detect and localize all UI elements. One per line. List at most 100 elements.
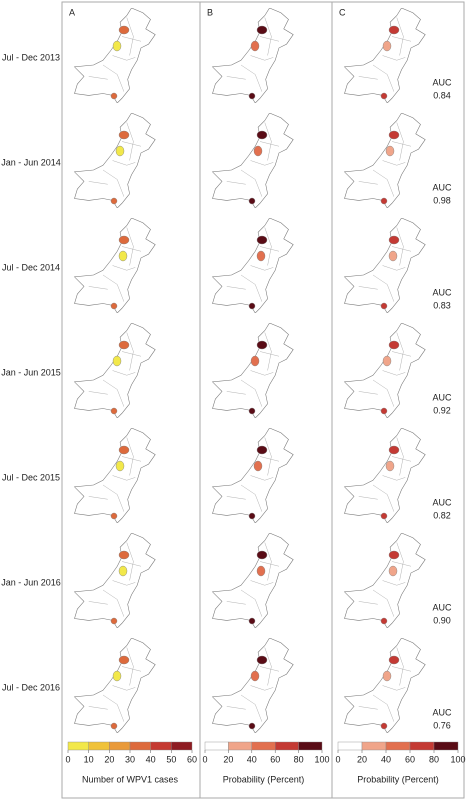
auc-value: 0.84	[433, 90, 451, 100]
district-highlight	[110, 92, 118, 100]
legend-tick-label: 60	[405, 754, 415, 764]
legend-tick-label: 0	[335, 754, 340, 764]
auc-value: 0.90	[433, 615, 451, 625]
legend-tick-label: 20	[357, 754, 367, 764]
legend-swatch	[129, 741, 151, 751]
district-map	[344, 638, 426, 733]
district-highlight	[388, 130, 400, 140]
legend-swatch	[228, 741, 252, 751]
district-map	[212, 323, 294, 418]
legend-tick-label: 0	[65, 754, 70, 764]
district-highlight	[256, 340, 268, 350]
legend-tick-label: 10	[84, 754, 94, 764]
legend-tick-label: 100	[450, 754, 465, 764]
legend-tick-label: 60	[187, 754, 197, 764]
district-highlight	[248, 407, 256, 415]
district-highlight	[388, 250, 398, 262]
district-highlight	[388, 25, 400, 35]
period-label: Jul - Dec 2015	[2, 472, 60, 482]
district-highlight	[382, 670, 392, 682]
auc-label: AUC	[432, 392, 452, 402]
legend-title: Number of WPV1 cases	[82, 774, 179, 784]
auc-label: AUC	[432, 707, 452, 717]
district-highlight	[385, 460, 395, 472]
district-map	[344, 113, 426, 208]
district-highlight	[382, 355, 392, 367]
district-highlight	[110, 197, 118, 205]
district-map	[344, 323, 426, 418]
auc-label: AUC	[432, 602, 452, 612]
auc-value: 0.82	[433, 510, 451, 520]
legend-tick-label: 20	[104, 754, 114, 764]
district-highlight	[112, 355, 122, 367]
panel-label: B	[207, 7, 213, 17]
legend-tick-label: 40	[146, 754, 156, 764]
district-highlight	[253, 460, 263, 472]
legend-tick-label: 0	[202, 754, 207, 764]
district-highlight	[118, 25, 130, 35]
legend-swatch	[67, 741, 89, 751]
district-map	[74, 428, 156, 523]
legend-swatch	[337, 741, 363, 751]
district-highlight	[248, 197, 256, 205]
district-map	[74, 638, 156, 733]
period-label: Jul - Dec 2013	[2, 52, 60, 62]
district-highlight	[380, 722, 388, 730]
district-highlight	[248, 722, 256, 730]
legend-tick-label: 60	[270, 754, 280, 764]
auc-label: AUC	[432, 77, 452, 87]
district-highlight	[112, 670, 122, 682]
district-highlight	[250, 40, 260, 52]
district-map	[74, 533, 156, 628]
district-map	[212, 8, 294, 103]
legend-title: Probability (Percent)	[357, 774, 439, 784]
district-map	[344, 218, 426, 313]
district-highlight	[388, 655, 400, 665]
district-highlight	[380, 197, 388, 205]
legend-swatch	[251, 741, 276, 751]
district-highlight	[110, 722, 118, 730]
legend-swatch	[361, 741, 387, 751]
district-highlight	[256, 250, 266, 262]
district-map	[344, 8, 426, 103]
district-highlight	[115, 145, 125, 157]
legend-tick-label: 80	[294, 754, 304, 764]
district-highlight	[110, 617, 118, 625]
period-label: Jan - Jun 2015	[1, 367, 61, 377]
district-highlight	[256, 655, 268, 665]
district-highlight	[256, 235, 268, 245]
legend-swatch	[109, 741, 131, 751]
auc-label: AUC	[432, 287, 452, 297]
legend-swatch	[409, 741, 435, 751]
district-highlight	[380, 92, 388, 100]
auc-value: 0.98	[433, 195, 451, 205]
district-highlight	[385, 145, 395, 157]
district-highlight	[250, 670, 260, 682]
district-highlight	[256, 550, 268, 560]
period-label: Jul - Dec 2016	[2, 682, 60, 692]
district-highlight	[118, 235, 130, 245]
district-highlight	[110, 512, 118, 520]
district-highlight	[118, 130, 130, 140]
legend-tick-label: 40	[381, 754, 391, 764]
legend-tick-label: 20	[223, 754, 233, 764]
district-highlight	[380, 407, 388, 415]
auc-label: AUC	[432, 182, 452, 192]
district-highlight	[256, 25, 268, 35]
district-highlight	[388, 235, 400, 245]
district-highlight	[115, 460, 125, 472]
district-highlight	[118, 340, 130, 350]
district-highlight	[256, 565, 266, 577]
legend-swatch	[171, 741, 193, 751]
legend-tick-label: 50	[166, 754, 176, 764]
district-highlight	[250, 355, 260, 367]
district-highlight	[248, 302, 256, 310]
legend-swatch	[433, 741, 459, 751]
district-highlight	[382, 40, 392, 52]
district-highlight	[253, 145, 263, 157]
period-label: Jan - Jun 2014	[1, 157, 61, 167]
district-map	[212, 638, 294, 733]
legend-tick-label: 30	[125, 754, 135, 764]
panel-label: A	[69, 7, 75, 17]
district-highlight	[112, 40, 122, 52]
